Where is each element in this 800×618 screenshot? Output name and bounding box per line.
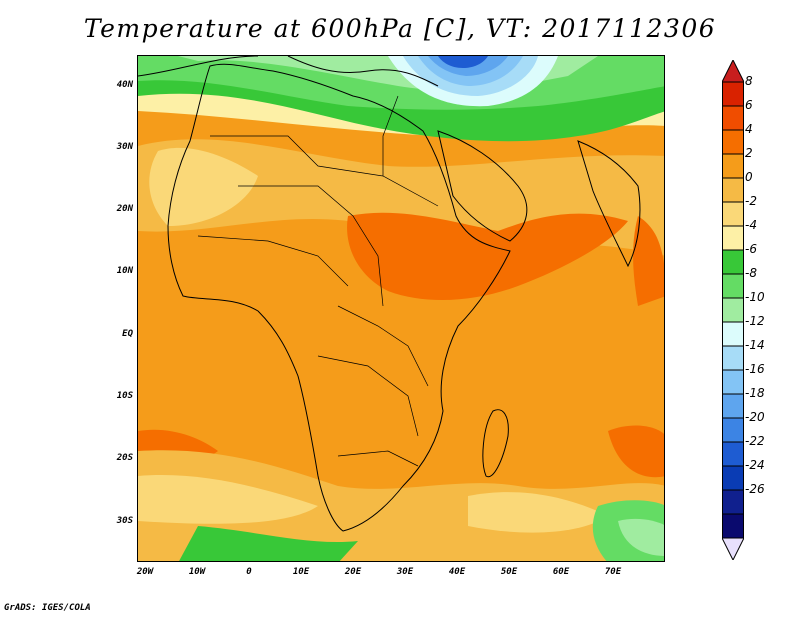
colorbar-label: -8 [745, 266, 757, 280]
colorbar-swatch [722, 297, 744, 323]
lon-label: 10E [292, 567, 310, 577]
colorbar-label: -16 [745, 362, 765, 376]
deep-blue-core [438, 56, 488, 68]
colorbar-swatch [722, 417, 744, 443]
colorbar-swatch [722, 177, 744, 203]
lat-label: EQ [122, 329, 133, 339]
colorbar-swatch [722, 441, 744, 467]
colorbar-swatch [722, 201, 744, 227]
dark-orange-india [633, 216, 664, 306]
lon-label: 20W [136, 567, 154, 577]
colorbar-swatch [722, 249, 744, 275]
lat-label: 40N [116, 80, 133, 90]
country-borders [197, 95, 439, 467]
dark-orange-indian-ocean [608, 425, 664, 478]
colorbar-label: -12 [745, 314, 765, 328]
colorbar-swatch [722, 321, 744, 347]
green-south-strip [179, 526, 358, 561]
lon-label: 30E [396, 567, 414, 577]
colorbar-top-arrow [721, 58, 745, 83]
lat-label: 20S [116, 453, 133, 463]
lat-label: 30S [116, 516, 133, 526]
colorbar-label: -4 [745, 218, 757, 232]
colorbar-label: -22 [745, 434, 765, 448]
lon-label: 0 [246, 567, 252, 577]
colorbar-label: -14 [745, 338, 765, 352]
colorbar-swatch [722, 489, 744, 515]
chart-title: Temperature at 600hPa [C], VT: 201711230… [83, 14, 717, 43]
colorbar-swatch [722, 345, 744, 371]
colorbar-graphic [721, 58, 745, 562]
colorbar-swatch [722, 273, 744, 299]
colorbar-bottom-arrow [721, 537, 745, 562]
colorbar-swatch [722, 225, 744, 251]
lon-label: 50E [500, 567, 518, 577]
lon-label: 40E [448, 567, 466, 577]
lon-label: 20E [344, 567, 362, 577]
colorbar-label: -18 [745, 386, 765, 400]
coastlines [138, 56, 641, 532]
lat-label: 10N [116, 266, 133, 276]
colorbar-label: -20 [745, 410, 765, 424]
colorbar-label: -2 [745, 194, 757, 208]
colorbar-label: 6 [745, 98, 753, 112]
colorbar-swatch [722, 465, 744, 491]
yellow-patch-sahara [149, 147, 258, 226]
map-canvas [138, 56, 664, 561]
lon-label: 60E [552, 567, 570, 577]
temperature-map [137, 55, 665, 562]
colorbar-swatch [722, 393, 744, 419]
colorbar-swatch [722, 129, 744, 155]
colorbar-label: -26 [745, 482, 765, 496]
lon-label: 70E [604, 567, 622, 577]
colorbar-label: 8 [745, 74, 753, 88]
lat-label: 20N [116, 204, 133, 214]
lon-label: 10W [188, 567, 206, 577]
colorbar-swatch [722, 369, 744, 395]
colorbar-swatch [722, 81, 744, 107]
grads-credit: GrADS: IGES/COLA [4, 603, 91, 613]
yellow-south-indian [468, 492, 608, 533]
lat-label: 30N [116, 142, 133, 152]
colorbar-label: -10 [745, 290, 765, 304]
colorbar-label: 2 [745, 146, 753, 160]
colorbar-swatch [722, 153, 744, 179]
colorbar-label: -6 [745, 242, 757, 256]
colorbar-swatch [722, 513, 744, 539]
colorbar-swatch [722, 105, 744, 131]
colorbar-label: 4 [745, 122, 753, 136]
colorbar-label: 0 [745, 170, 753, 184]
yellow-south-atlantic [138, 475, 318, 524]
colorbar-label: -24 [745, 458, 765, 472]
dark-orange-east-africa [347, 212, 628, 301]
pale-green-south-indian [618, 518, 664, 556]
lat-label: 10S [116, 391, 133, 401]
light-orange-south [138, 450, 664, 561]
colorbar [721, 58, 745, 562]
